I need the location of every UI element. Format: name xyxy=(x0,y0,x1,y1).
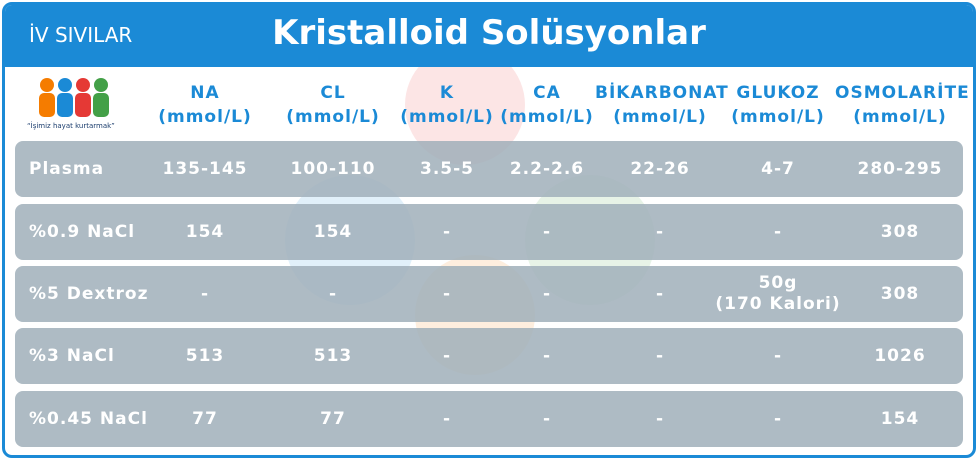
table-row: %0.45 NaCl 77 77 - - - - 154 xyxy=(15,391,963,447)
column-name: CL xyxy=(320,83,346,103)
table-row: Plasma 135-145 100-110 3.5-5 2.2-2.6 22-26 4-7… xyxy=(15,141,963,197)
column-header: CA (mmol/L) xyxy=(482,81,612,129)
cell: - xyxy=(655,345,665,366)
cell: 50g (170 Kalori) xyxy=(715,273,841,314)
cell: 513 xyxy=(313,345,353,366)
cell: - xyxy=(442,221,452,242)
cell: - xyxy=(655,283,665,304)
column-name: GLUKOZ xyxy=(736,83,820,103)
title: Kristalloid Solüsyonlar xyxy=(272,13,706,53)
header-bar: İV SIVILAR Kristalloid Solüsyonlar xyxy=(5,5,973,67)
cell: 280-295 xyxy=(857,158,943,179)
row-label: %3 NaCl xyxy=(29,345,115,366)
column-header: K (mmol/L) xyxy=(382,81,512,129)
cell: 4-7 xyxy=(761,158,795,179)
cell: - xyxy=(542,283,552,304)
column-header: BİKARBONAT (mmol/L) xyxy=(595,81,729,129)
cell: - xyxy=(442,345,452,366)
cell: - xyxy=(542,345,552,366)
cell: 154 xyxy=(313,221,353,242)
cell: 77 xyxy=(320,408,346,429)
cell: 135-145 xyxy=(162,158,248,179)
logo-text: “İşimiz hayat kurtarmak” xyxy=(27,122,115,130)
column-unit: (mmol/L) xyxy=(500,107,594,127)
column-name: OSMOLARİTE xyxy=(835,83,970,103)
table-row: %5 Dextroz - - - - - 50g (170 Kalori) 308 xyxy=(15,266,963,322)
subtitle: İV SIVILAR xyxy=(29,23,133,47)
cell: - xyxy=(442,283,452,304)
column-header: NA (mmol/L) xyxy=(140,81,270,129)
cell: 2.2-2.6 xyxy=(509,158,585,179)
column-unit: (mmol/L) xyxy=(286,107,380,127)
logo xyxy=(39,78,109,117)
column-unit: (mmol/L) xyxy=(613,107,707,127)
column-unit: (mmol/L) xyxy=(400,107,494,127)
cell: - xyxy=(328,283,338,304)
cell: 154 xyxy=(185,221,225,242)
cell: 100-110 xyxy=(290,158,376,179)
cell: - xyxy=(542,221,552,242)
column-header: OSMOLARİTE (mmol/L) xyxy=(835,81,970,129)
row-label: %0.9 NaCl xyxy=(29,221,136,242)
cell: - xyxy=(773,408,783,429)
row-label: Plasma xyxy=(29,158,105,179)
column-unit: (mmol/L) xyxy=(853,107,947,127)
column-name: K xyxy=(439,83,455,103)
cell: 308 xyxy=(880,221,920,242)
cell: 308 xyxy=(880,283,920,304)
logo-people xyxy=(39,78,109,117)
column-header: CL (mmol/L) xyxy=(268,81,398,129)
column-name: NA xyxy=(190,83,220,103)
cell: 1026 xyxy=(874,345,926,366)
column-unit: (mmol/L) xyxy=(731,107,825,127)
column-header: GLUKOZ (mmol/L) xyxy=(713,81,843,129)
cell: - xyxy=(200,283,210,304)
cell: 22-26 xyxy=(630,158,690,179)
cell: 513 xyxy=(185,345,225,366)
cell: - xyxy=(655,408,665,429)
cell: 3.5-5 xyxy=(420,158,474,179)
cell: - xyxy=(773,221,783,242)
cell: - xyxy=(442,408,452,429)
table-row: %0.9 NaCl 154 154 - - - - 308 xyxy=(15,204,963,260)
row-label: %0.45 NaCl xyxy=(29,408,148,429)
table-row: %3 NaCl 513 513 - - - - 1026 xyxy=(15,328,963,384)
cell: - xyxy=(542,408,552,429)
row-label: %5 Dextroz xyxy=(29,283,149,304)
cell: 154 xyxy=(880,408,920,429)
cell: - xyxy=(773,345,783,366)
cell: 77 xyxy=(192,408,218,429)
column-name: BİKARBONAT xyxy=(595,83,729,103)
cell: - xyxy=(655,221,665,242)
column-name: CA xyxy=(533,83,561,103)
column-unit: (mmol/L) xyxy=(158,107,252,127)
